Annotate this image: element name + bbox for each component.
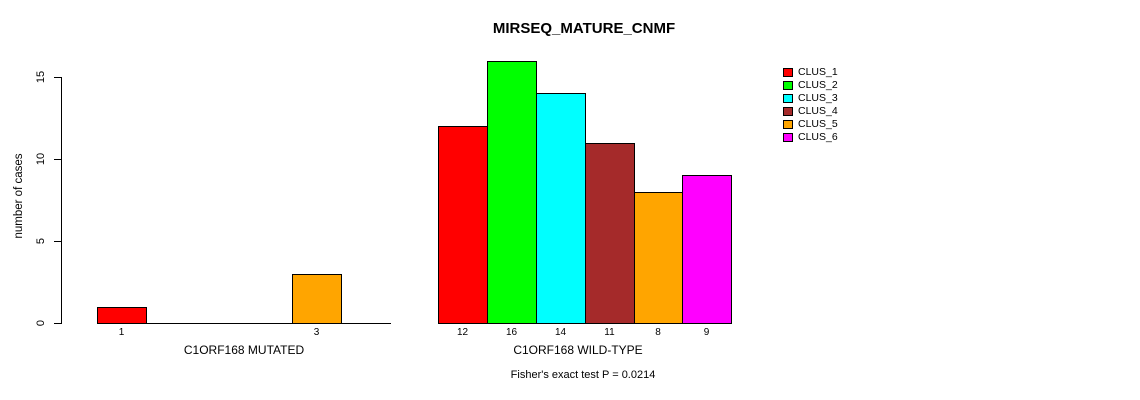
legend-label-clus_3: CLUS_3 [798, 91, 838, 104]
bar-value-label: 9 [703, 327, 710, 338]
bar-clus_1 [438, 126, 488, 324]
y-tick-label: 5 [35, 237, 47, 245]
fisher-test-footnote: Fisher's exact test P = 0.0214 [510, 369, 656, 381]
bar-value-label: 8 [655, 327, 661, 338]
bar-value-label: 12 [456, 327, 469, 338]
y-axis-tick [54, 159, 61, 160]
bar-clus_5 [292, 274, 342, 324]
legend-swatch-clus_3 [783, 93, 793, 103]
group-label-wild-type: C1ORF168 WILD-TYPE [513, 343, 643, 357]
legend-swatch-clus_2 [783, 80, 793, 90]
y-axis-tick [54, 241, 61, 242]
y-axis-tick [54, 323, 61, 324]
legend-swatch-clus_6 [783, 132, 793, 142]
legend-label-clus_4: CLUS_4 [798, 104, 838, 117]
legend-swatch-clus_5 [783, 119, 793, 129]
bar-value-label: 1 [118, 327, 125, 338]
bar-clus_6 [682, 175, 732, 324]
x-axis-line [97, 323, 391, 324]
legend-swatch-clus_4 [783, 106, 793, 116]
bar-value-label: 16 [505, 327, 518, 338]
bar-clus_3 [536, 93, 586, 324]
bar-clus_4 [585, 143, 635, 324]
y-axis-line [61, 77, 62, 324]
bar-clus_5 [634, 192, 683, 324]
legend-swatch-clus_1 [783, 67, 793, 77]
legend-label-clus_2: CLUS_2 [798, 78, 838, 91]
legend-label-clus_5: CLUS_5 [798, 117, 838, 130]
group-label-mutated: C1ORF168 MUTATED [183, 343, 305, 357]
bar-value-label: 14 [554, 327, 567, 338]
bar-clus_2 [487, 61, 537, 324]
y-tick-label: 10 [35, 152, 47, 166]
bar-value-label: 3 [313, 327, 320, 338]
legend-label-clus_1: CLUS_1 [798, 65, 838, 78]
chart-title: MIRSEQ_MATURE_CNMF [492, 20, 676, 37]
bar-value-label: 11 [604, 327, 615, 338]
bar-clus_1 [97, 307, 147, 324]
y-tick-label: 0 [35, 319, 47, 327]
y-axis-tick [54, 77, 61, 78]
y-tick-label: 15 [35, 70, 47, 84]
legend-label-clus_6: CLUS_6 [798, 130, 838, 143]
